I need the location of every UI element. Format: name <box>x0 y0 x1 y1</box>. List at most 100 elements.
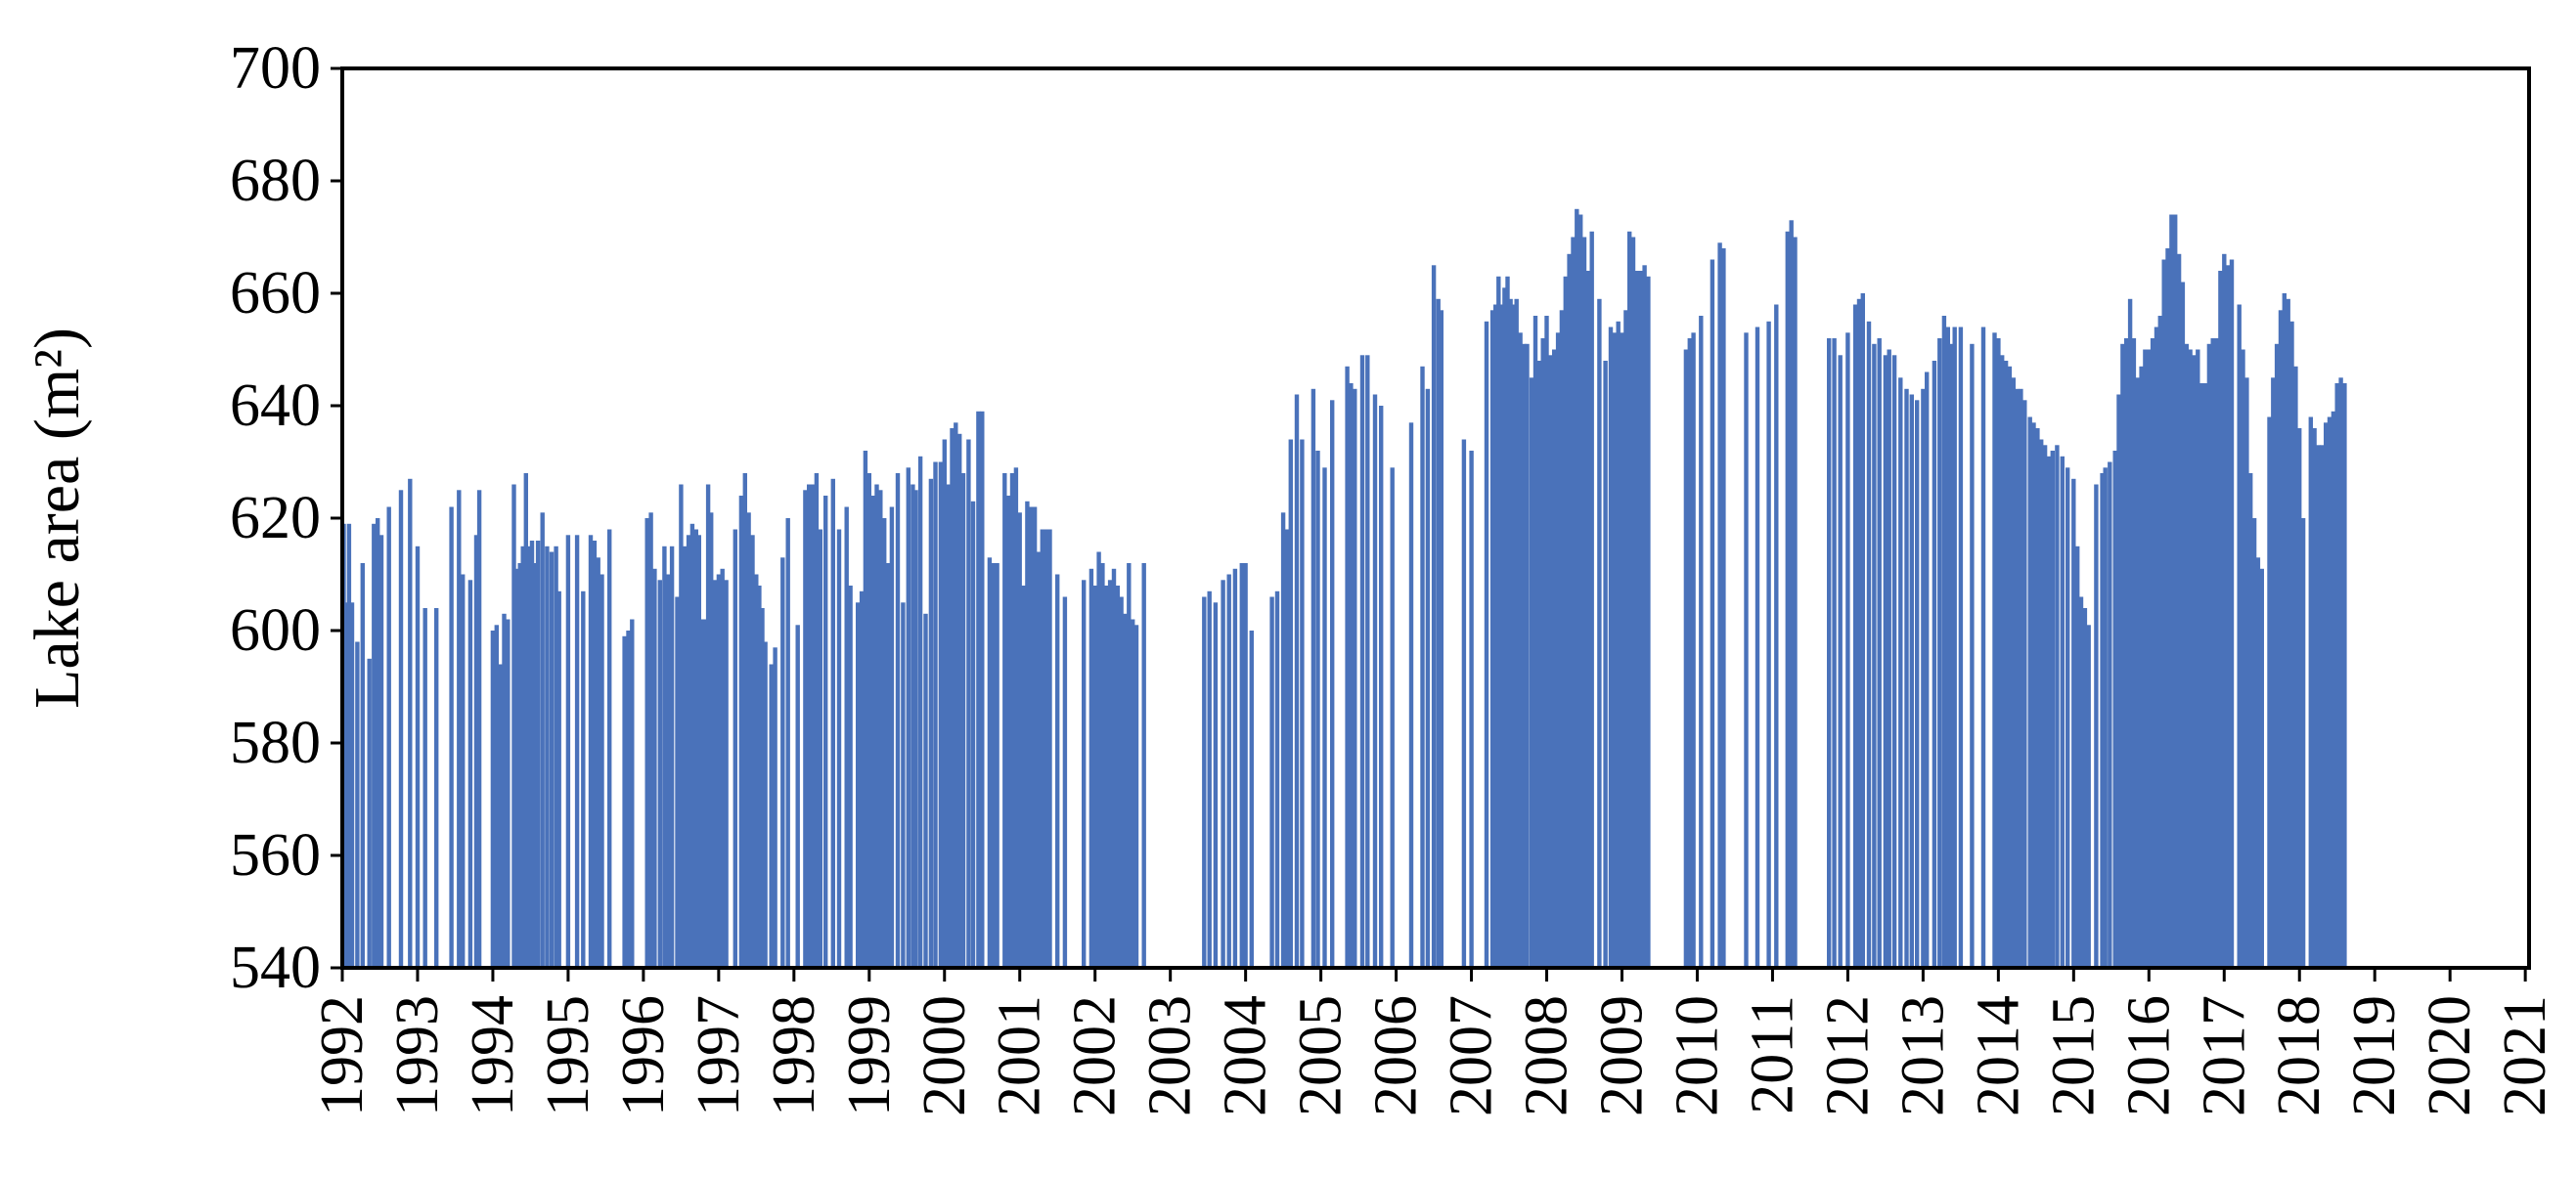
y-tick-label: 600 <box>230 597 321 664</box>
bar <box>2334 383 2339 968</box>
bar <box>1898 377 1903 969</box>
bar <box>2244 377 2249 969</box>
bar <box>2071 478 2076 968</box>
bar <box>1585 271 1591 968</box>
bar <box>1226 574 1231 968</box>
bar <box>1379 406 1384 968</box>
bar <box>1249 631 1254 968</box>
bar <box>2206 343 2212 969</box>
bar <box>581 590 586 969</box>
bar <box>1127 563 1132 968</box>
bar <box>596 557 600 969</box>
bar <box>662 546 667 969</box>
bar <box>520 546 525 969</box>
x-tick-label: 2021 <box>2492 995 2558 1116</box>
bar <box>1280 512 1286 969</box>
bar <box>987 557 993 969</box>
bar <box>2042 445 2048 969</box>
bar <box>733 529 737 968</box>
bar <box>2196 349 2200 968</box>
bar <box>554 546 558 969</box>
bar <box>2267 416 2272 968</box>
bar <box>1860 293 1865 968</box>
bar <box>2046 456 2052 969</box>
bar <box>2075 546 2080 969</box>
bar <box>549 551 555 968</box>
bar <box>1845 332 1850 969</box>
bar <box>2000 355 2005 969</box>
bar <box>652 568 657 969</box>
bar <box>1017 512 1022 969</box>
bar <box>1131 619 1135 968</box>
bar <box>923 613 928 969</box>
bar <box>1567 253 1572 969</box>
bar <box>1540 338 1545 968</box>
bar <box>526 546 532 969</box>
bar <box>1040 529 1044 968</box>
bar <box>2320 445 2325 969</box>
bar <box>712 580 718 969</box>
bar <box>1555 332 1561 969</box>
bar <box>1213 602 1219 969</box>
x-tick-label: 2011 <box>1739 995 1805 1114</box>
bar <box>2169 214 2174 968</box>
bar <box>2210 338 2215 968</box>
bar <box>372 523 377 969</box>
bar <box>2338 377 2343 969</box>
x-tick-label: 2004 <box>1213 995 1279 1116</box>
bar <box>1785 231 1790 969</box>
bar <box>2237 304 2242 968</box>
bar <box>1710 259 1715 968</box>
bar <box>434 608 439 968</box>
bar <box>2202 383 2208 968</box>
bar <box>942 439 947 968</box>
bar <box>742 473 747 968</box>
x-tick-label: 2010 <box>1664 995 1730 1116</box>
bar <box>750 535 755 969</box>
bar <box>1866 321 1872 969</box>
bar <box>1315 451 1320 968</box>
bar <box>1036 551 1042 968</box>
x-tick-label: 2003 <box>1137 995 1204 1116</box>
bar <box>1092 586 1097 968</box>
bar <box>2324 422 2329 969</box>
x-tick-label: 2018 <box>2266 995 2332 1116</box>
bar <box>355 641 360 968</box>
bar <box>1322 467 1327 969</box>
bar <box>705 484 711 968</box>
bar <box>2165 248 2170 968</box>
bar <box>2248 473 2253 968</box>
y-tick-label: 700 <box>230 35 321 102</box>
bar <box>686 535 691 969</box>
bar <box>1508 298 1513 969</box>
bar <box>954 422 958 969</box>
bar <box>626 631 631 968</box>
bar <box>607 529 612 968</box>
bar <box>1904 388 1909 969</box>
bar <box>1544 316 1549 968</box>
bar <box>2116 394 2121 968</box>
bar <box>1563 276 1568 969</box>
bar <box>928 478 934 968</box>
bar <box>2251 518 2257 968</box>
bar <box>415 546 421 969</box>
bar <box>716 574 722 968</box>
bar <box>2282 293 2287 968</box>
bar-series <box>341 208 2347 969</box>
bar <box>1499 304 1504 968</box>
bar <box>376 518 380 968</box>
bar <box>1502 287 1507 969</box>
bar <box>2293 366 2298 969</box>
bar <box>1294 394 1300 968</box>
x-tick-label: 1995 <box>535 995 601 1116</box>
bar <box>1484 321 1489 969</box>
bar <box>2003 361 2009 968</box>
bar <box>1349 383 1354 968</box>
bar <box>2308 416 2313 968</box>
bar <box>856 602 861 969</box>
bar <box>2078 596 2084 968</box>
bar <box>2214 338 2219 968</box>
bar <box>1096 551 1101 968</box>
bar <box>2199 383 2204 968</box>
bar <box>966 439 971 968</box>
